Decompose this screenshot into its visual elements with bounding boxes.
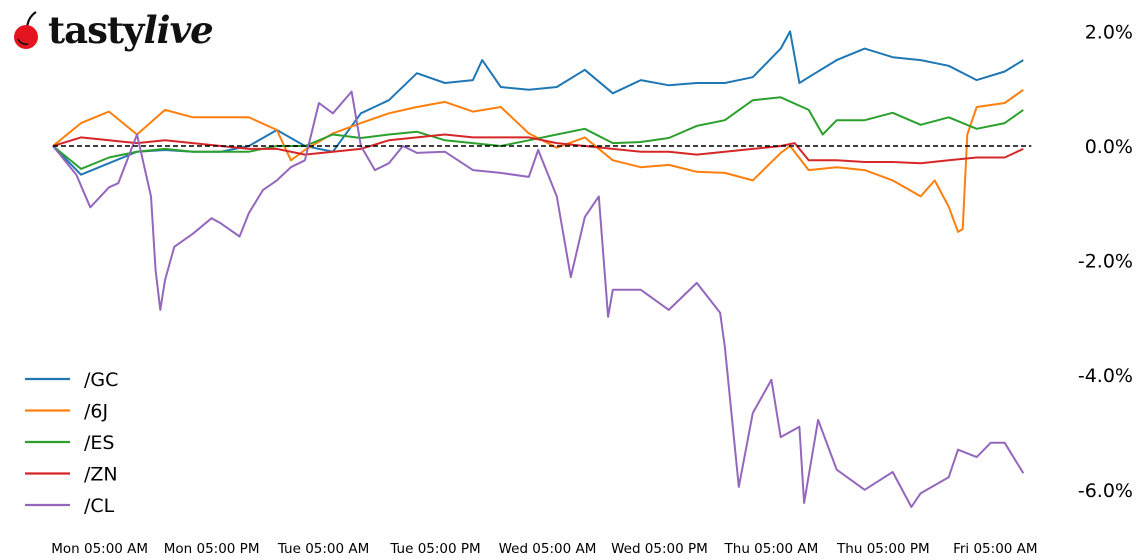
series-line-cl (52, 90, 1025, 508)
legend-label: /GC (84, 369, 118, 391)
x-axis-labels: Mon 05:00 AM Mon 05:00 PM Tue 05:00 AM Tue … (51, 541, 1037, 557)
x-tick-label: Thu 05:00 PM (836, 541, 930, 557)
legend-label: /CL (84, 495, 115, 517)
x-tick-label: Tue 05:00 AM (277, 541, 369, 557)
x-tick-label: Wed 05:00 AM (499, 541, 597, 557)
y-tick-label: 2.0% (1085, 21, 1133, 43)
x-tick-label: Mon 05:00 AM (51, 541, 148, 557)
series-line-6j (52, 88, 1024, 233)
legend-item: /6J (25, 401, 108, 423)
series-line-zn (52, 133, 1024, 165)
legend-item: /ZN (25, 464, 118, 486)
legend-label: /6J (84, 401, 108, 423)
series-line-es (52, 96, 1024, 170)
legend: /GC/6J/ES/ZN/CL (25, 369, 118, 517)
x-tick-label: Tue 05:00 PM (389, 541, 480, 557)
legend-label: /ES (84, 432, 114, 454)
x-tick-label: Thu 05:00 AM (724, 541, 819, 557)
legend-item: /GC (25, 369, 118, 391)
y-axis-labels: 2.0% 0.0% -2.0% -4.0% -6.0% (1078, 21, 1133, 501)
legend-item: /CL (25, 495, 115, 517)
x-tick-label: Wed 05:00 PM (611, 541, 708, 557)
x-tick-label: Fri 05:00 AM (953, 541, 1037, 557)
x-tick-label: Mon 05:00 PM (164, 541, 260, 557)
y-tick-label: 0.0% (1085, 136, 1133, 158)
series-line-gc (52, 30, 1024, 176)
logo-text: tastylive (48, 7, 214, 52)
series-lines (52, 30, 1025, 508)
y-tick-label: -2.0% (1078, 251, 1133, 273)
y-tick-label: -4.0% (1078, 365, 1133, 387)
legend-label: /ZN (84, 464, 118, 486)
y-tick-label: -6.0% (1078, 480, 1133, 502)
tastylive-logo: tastylive (10, 7, 214, 52)
cherry-icon (14, 11, 38, 49)
legend-item: /ES (25, 432, 114, 454)
